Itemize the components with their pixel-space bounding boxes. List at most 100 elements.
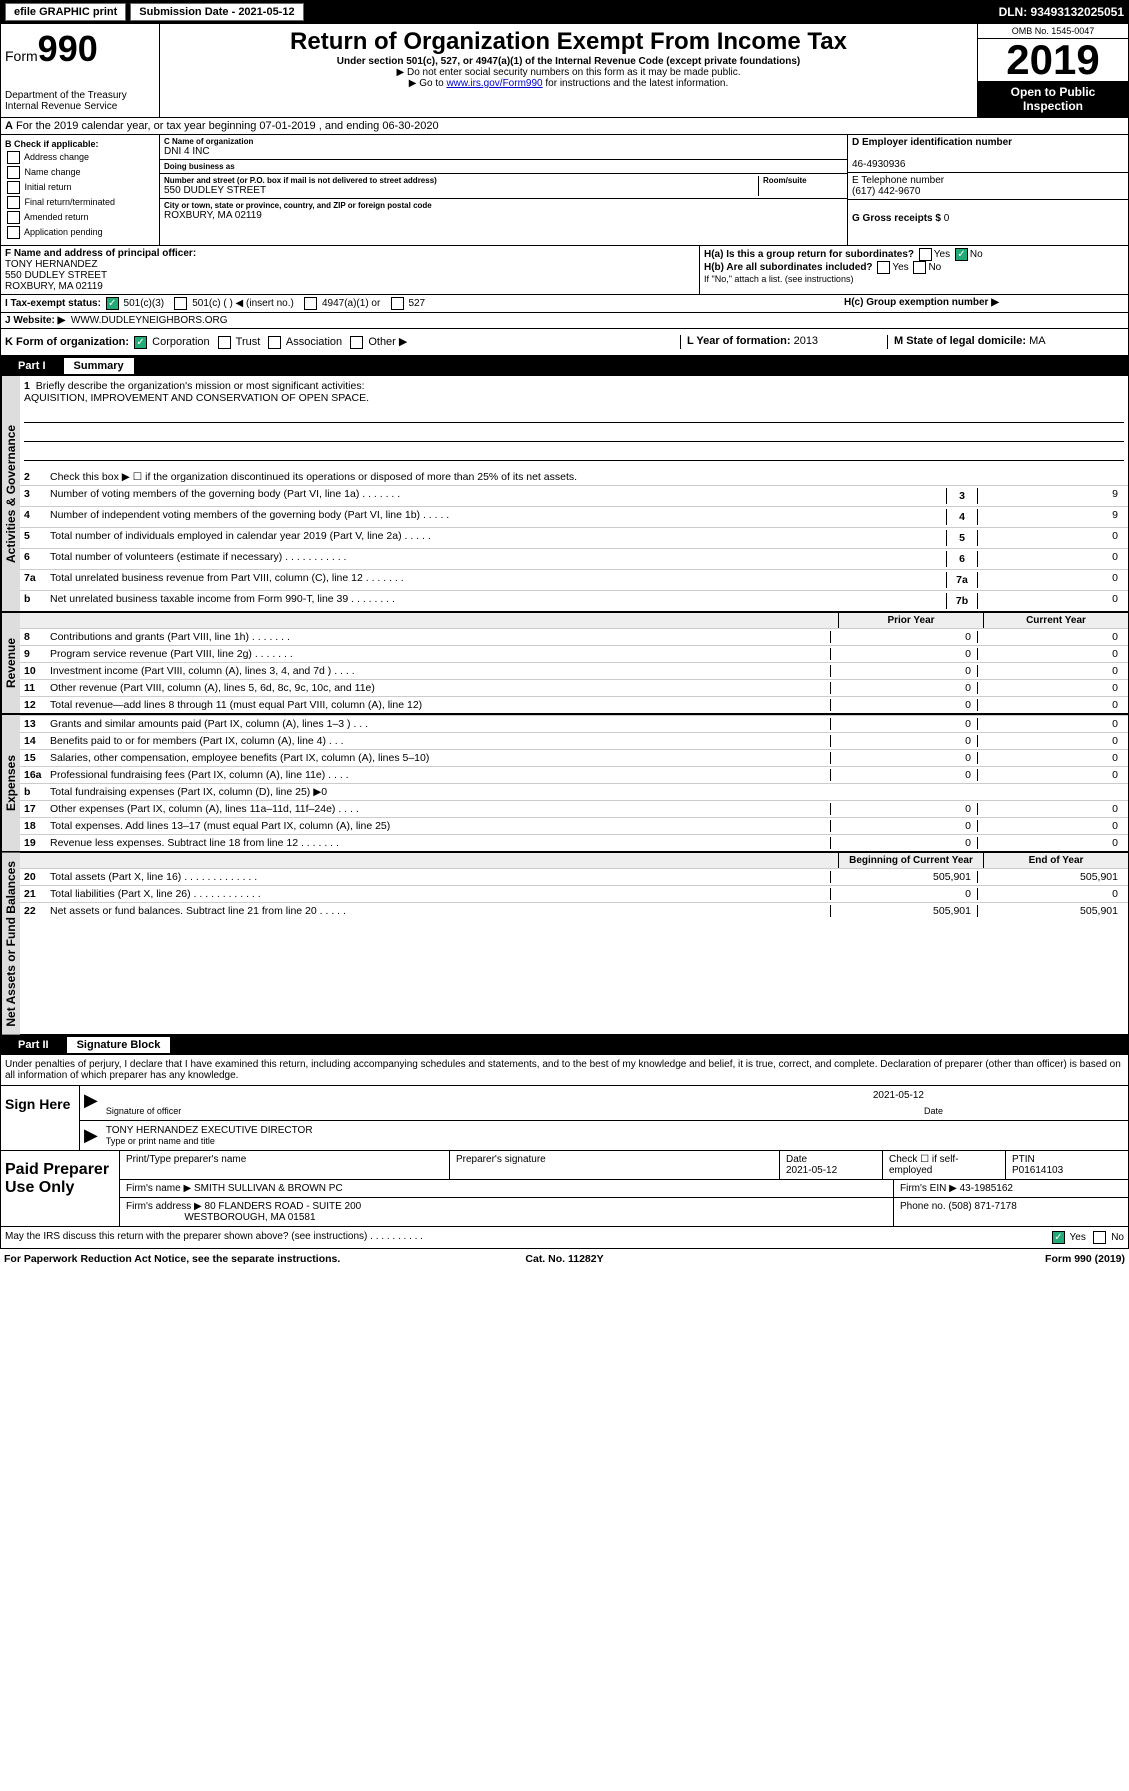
main-info: B Check if applicable: Address change Na… <box>0 135 1129 246</box>
domicile-label: M State of legal domicile: <box>894 335 1026 347</box>
summary-line: 4Number of independent voting members of… <box>20 506 1128 527</box>
hc-label: H(c) Group exemption number ▶ <box>844 297 999 308</box>
efile-btn[interactable]: efile GRAPHIC print <box>5 3 126 21</box>
ha-yes[interactable] <box>919 248 932 261</box>
end-year-hdr: End of Year <box>983 853 1128 868</box>
discuss-no[interactable] <box>1093 1231 1106 1244</box>
summary-line: 6Total number of volunteers (estimate if… <box>20 548 1128 569</box>
chk-final-return[interactable]: Final return/terminated <box>5 196 155 209</box>
open-public: Open to Public Inspection <box>978 81 1128 117</box>
side-rev: Revenue <box>1 613 20 713</box>
submission-date-btn[interactable]: Submission Date - 2021-05-12 <box>130 3 303 21</box>
summary-line: 7aTotal unrelated business revenue from … <box>20 569 1128 590</box>
prep-name-hdr: Print/Type preparer's name <box>120 1151 450 1179</box>
ptin-hdr: PTIN <box>1012 1154 1035 1165</box>
chk-501c3[interactable] <box>106 297 119 310</box>
officer-name: TONY HERNANDEZ <box>5 259 97 270</box>
firm-ein-label: Firm's EIN ▶ <box>900 1183 957 1194</box>
firm-name: SMITH SULLIVAN & BROWN PC <box>194 1183 343 1194</box>
summary-line: 18Total expenses. Add lines 13–17 (must … <box>20 817 1128 834</box>
cat-no: Cat. No. 11282Y <box>378 1253 752 1265</box>
summary-line: 12Total revenue—add lines 8 through 11 (… <box>20 696 1128 713</box>
firm-name-label: Firm's name ▶ <box>126 1183 191 1194</box>
chk-name-change[interactable]: Name change <box>5 166 155 179</box>
page-footer: For Paperwork Reduction Act Notice, see … <box>0 1249 1129 1269</box>
sign-here-label: Sign Here <box>1 1086 80 1150</box>
discuss-question: May the IRS discuss this return with the… <box>5 1231 1050 1244</box>
arrow-icon: ▶ <box>84 1090 98 1116</box>
summary-line: 21Total liabilities (Part X, line 26) . … <box>20 885 1128 902</box>
form-number: Form990 <box>5 28 155 70</box>
begin-year-hdr: Beginning of Current Year <box>838 853 983 868</box>
form-header: Form990 Department of the Treasury Inter… <box>0 24 1129 118</box>
tax-year: 2019 <box>978 39 1128 81</box>
prior-year-hdr: Prior Year <box>838 613 983 628</box>
firm-phone-label: Phone no. <box>900 1201 946 1212</box>
summary-line: 15Salaries, other compensation, employee… <box>20 749 1128 766</box>
chk-other[interactable] <box>350 336 363 349</box>
form-title: Return of Organization Exempt From Incom… <box>164 28 973 56</box>
room-label: Room/suite <box>763 176 843 185</box>
dba-label: Doing business as <box>164 162 843 171</box>
chk-527[interactable] <box>391 297 404 310</box>
summary-line: 11Other revenue (Part VIII, column (A), … <box>20 679 1128 696</box>
blank-line <box>24 446 1124 461</box>
chk-assoc[interactable] <box>268 336 281 349</box>
row-k: K Form of organization: Corporation Trus… <box>0 329 1129 356</box>
chk-amended[interactable]: Amended return <box>5 211 155 224</box>
part1-header: Part I Summary <box>0 356 1129 376</box>
hb-yes[interactable] <box>877 261 890 274</box>
paid-prep-label: Paid Preparer Use Only <box>1 1151 120 1226</box>
summary-line: 9Program service revenue (Part VIII, lin… <box>20 645 1128 662</box>
prep-date-hdr: Date <box>786 1154 807 1165</box>
chk-initial-return[interactable]: Initial return <box>5 181 155 194</box>
col-b-header: B Check if applicable: <box>5 139 99 149</box>
chk-trust[interactable] <box>218 336 231 349</box>
sig-date: 2021-05-12 <box>873 1090 924 1101</box>
chk-501c[interactable] <box>174 297 187 310</box>
officer-printed-name: TONY HERNANDEZ EXECUTIVE DIRECTOR <box>106 1125 1124 1136</box>
summary-line: 20Total assets (Part X, line 16) . . . .… <box>20 868 1128 885</box>
sig-officer-label: Signature of officer <box>106 1106 924 1116</box>
row-f-h: F Name and address of principal officer:… <box>0 246 1129 295</box>
discuss-yes[interactable] <box>1052 1231 1065 1244</box>
form-org-label: K Form of organization: <box>5 336 129 348</box>
firm-addr2: WESTBOROUGH, MA 01581 <box>184 1212 315 1223</box>
org-name: DNI 4 INC <box>164 146 843 157</box>
summary-line: bNet unrelated business taxable income f… <box>20 590 1128 611</box>
hb-no[interactable] <box>913 261 926 274</box>
arrow-icon: ▶ <box>84 1125 98 1146</box>
irs-dept: Department of the Treasury <box>5 90 155 101</box>
line2-desc: Check this box ▶ ☐ if the organization d… <box>50 471 1124 483</box>
irs-link[interactable]: www.irs.gov/Form990 <box>446 78 542 89</box>
officer-addr2: ROXBURY, MA 02119 <box>5 281 103 292</box>
top-bar: efile GRAPHIC print Submission Date - 20… <box>0 0 1129 24</box>
chk-corp[interactable] <box>134 336 147 349</box>
self-employed-hdr: Check ☐ if self-employed <box>883 1151 1006 1179</box>
sign-here: Sign Here ▶ 2021-05-12 Signature of offi… <box>0 1086 1129 1151</box>
chk-4947[interactable] <box>304 297 317 310</box>
domicile: MA <box>1029 335 1046 347</box>
chk-address-change[interactable]: Address change <box>5 151 155 164</box>
summary-line: 5Total number of individuals employed in… <box>20 527 1128 548</box>
form-no-big: 990 <box>38 28 98 69</box>
website: WWW.DUDLEYNEIGHBORS.ORG <box>71 315 228 326</box>
summary-line: 16aProfessional fundraising fees (Part I… <box>20 766 1128 783</box>
side-naf: Net Assets or Fund Balances <box>1 853 20 1035</box>
summary-line: 3Number of voting members of the governi… <box>20 485 1128 506</box>
discuss-row: May the IRS discuss this return with the… <box>0 1227 1129 1249</box>
summary-line: 17Other expenses (Part IX, column (A), l… <box>20 800 1128 817</box>
paid-preparer: Paid Preparer Use Only Print/Type prepar… <box>0 1151 1129 1227</box>
year-formation: 2013 <box>794 335 818 347</box>
phone-label: E Telephone number <box>852 175 944 186</box>
prep-date: 2021-05-12 <box>786 1165 837 1176</box>
addr-label: Number and street (or P.O. box if mail i… <box>164 176 758 185</box>
ha-no[interactable] <box>955 248 968 261</box>
irs-svc: Internal Revenue Service <box>5 101 155 112</box>
form-prefix: Form <box>5 48 38 64</box>
ptin: P01614103 <box>1012 1165 1063 1176</box>
chk-app-pending[interactable]: Application pending <box>5 226 155 239</box>
summary-line: bTotal fundraising expenses (Part IX, co… <box>20 783 1128 800</box>
part1-body: Activities & Governance 1 Briefly descri… <box>0 376 1129 1036</box>
phone: (617) 442-9670 <box>852 186 920 197</box>
